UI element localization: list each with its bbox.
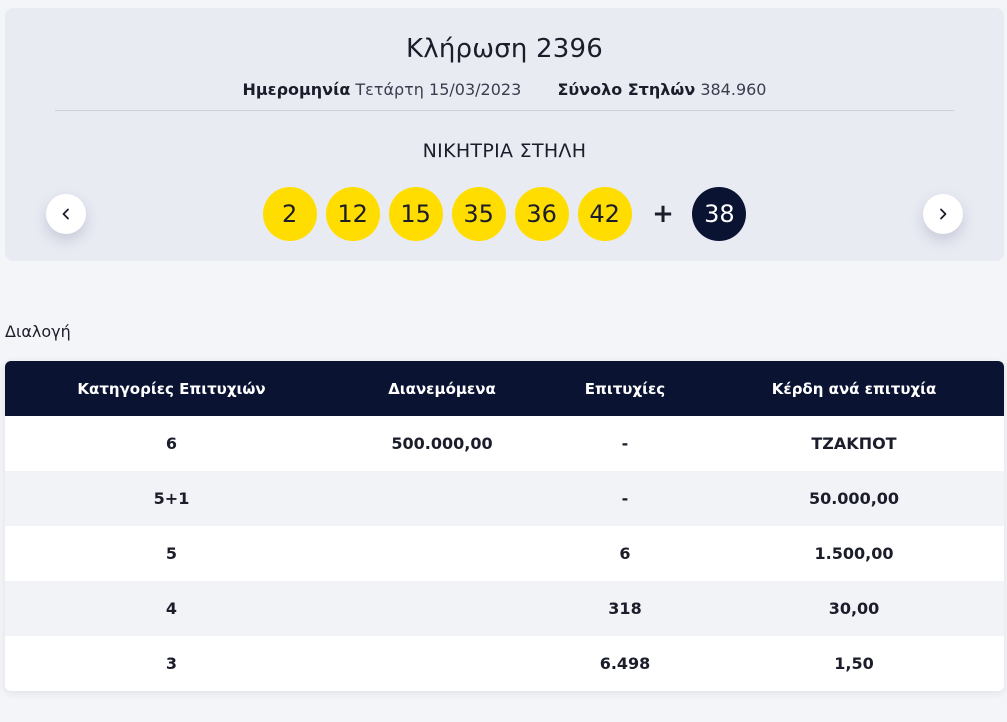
number-ball: 2 xyxy=(262,187,317,241)
number-ball: 42 xyxy=(577,187,632,241)
header-category: Κατηγορίες Επιτυχιών xyxy=(77,379,266,398)
table-row: 6 500.000,00 - ΤΖΑΚΠΟΤ xyxy=(5,416,1004,471)
cell-prize: 30,00 xyxy=(828,599,880,618)
bonus-ball: 38 xyxy=(692,187,747,241)
cell-winners: 318 xyxy=(608,599,642,618)
winning-column-title: ΝΙΚΗΤΡΙΑ ΣΤΗΛΗ xyxy=(422,140,587,162)
cell-prize: 1,50 xyxy=(834,654,874,673)
number-ball: 12 xyxy=(325,187,380,241)
chevron-right-icon xyxy=(940,208,947,220)
date-label: Ημερομηνία xyxy=(242,80,351,99)
date-value: Τετάρτη 15/03/2023 xyxy=(355,80,522,99)
cell-prize: 50.000,00 xyxy=(808,489,900,508)
chevron-left-icon xyxy=(62,208,69,220)
table-row: 4 318 30,00 xyxy=(5,581,1004,636)
number-ball: 15 xyxy=(388,187,443,241)
cell-category: 4 xyxy=(165,599,178,618)
divider xyxy=(55,110,954,111)
cell-distributed: 500.000,00 xyxy=(391,434,493,453)
cell-category: 6 xyxy=(165,434,178,453)
total-columns-label: Σύνολο Στηλών xyxy=(557,80,696,99)
number-ball: 35 xyxy=(451,187,506,241)
total-columns-value: 384.960 xyxy=(700,80,767,99)
table-header: Κατηγορίες Επιτυχιών Διανεμόμενα Επιτυχί… xyxy=(5,361,1004,416)
cell-winners: 6.498 xyxy=(599,654,651,673)
previous-draw-button[interactable] xyxy=(46,194,86,234)
cell-category: 3 xyxy=(165,654,178,673)
draw-title: Κλήρωση 2396 xyxy=(406,34,603,64)
draw-card: Κλήρωση 2396 Ημερομηνία Τετάρτη 15/03/20… xyxy=(5,8,1004,261)
header-prize-per-winner: Κέρδη ανά επιτυχία xyxy=(771,379,937,398)
table-row: 5 6 1.500,00 xyxy=(5,526,1004,581)
cell-prize: ΤΖΑΚΠΟΤ xyxy=(811,434,897,453)
table-row: 5+1 - 50.000,00 xyxy=(5,471,1004,526)
cell-category: 5 xyxy=(165,544,178,563)
number-ball: 36 xyxy=(514,187,569,241)
header-winners: Επιτυχίες xyxy=(584,379,666,398)
cell-winners: - xyxy=(621,434,629,453)
cell-category: 5+1 xyxy=(153,489,190,508)
plus-sign: + xyxy=(652,199,674,229)
cell-winners: - xyxy=(621,489,629,508)
header-distributed: Διανεμόμενα xyxy=(388,379,496,398)
next-draw-button[interactable] xyxy=(923,194,963,234)
cell-prize: 1.500,00 xyxy=(814,544,894,563)
draw-meta: Ημερομηνία Τετάρτη 15/03/2023 Σύνολο Στη… xyxy=(5,80,1004,99)
winning-numbers: 2 12 15 35 36 42 + 38 xyxy=(5,187,1004,241)
cell-winners: 6 xyxy=(619,544,631,563)
section-label: Διαλογή xyxy=(5,322,71,341)
table-row: 3 6.498 1,50 xyxy=(5,636,1004,691)
prize-table: Κατηγορίες Επιτυχιών Διανεμόμενα Επιτυχί… xyxy=(5,361,1004,691)
